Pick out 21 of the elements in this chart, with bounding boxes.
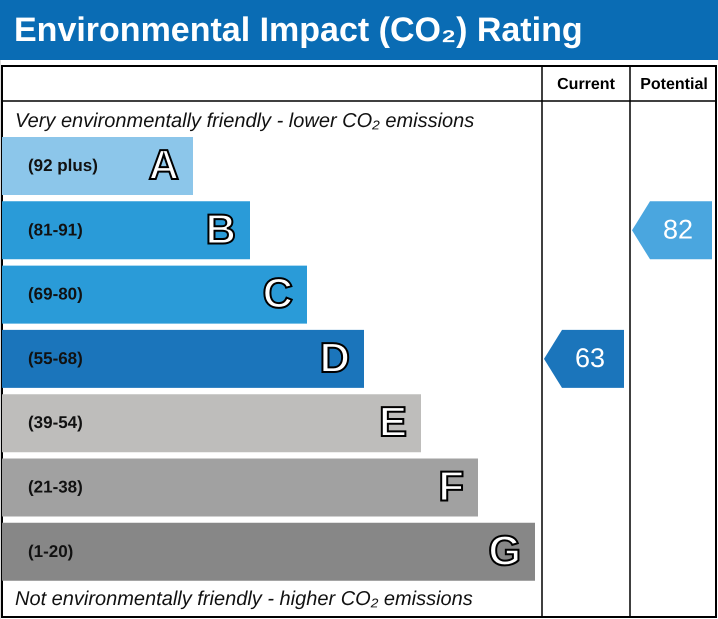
- category-label: E: [378, 398, 407, 446]
- category-label: F: [438, 462, 464, 510]
- category-label: C: [262, 270, 293, 317]
- text: (69-80): [28, 284, 83, 304]
- category-label: A: [148, 141, 179, 188]
- text: Not environmentally friendly - higher CO₂ emissions: [15, 588, 473, 610]
- text: Very environmentally friendly - lower CO₂ emissions: [15, 110, 474, 132]
- text: Environmental Impact (CO₂) Rating: [14, 11, 583, 49]
- category-label: G: [488, 526, 521, 574]
- category-label: D: [320, 334, 350, 381]
- text: Current: [557, 76, 616, 93]
- text: (1-20): [28, 542, 74, 561]
- data-label: 63: [574, 342, 606, 373]
- text: Potential: [640, 76, 708, 93]
- text: (21-38): [28, 478, 83, 496]
- text: (92 plus): [28, 156, 98, 175]
- category-label: B: [206, 205, 236, 252]
- text: (39-54): [28, 413, 83, 432]
- text: (55-68): [28, 348, 83, 368]
- text: (81-91): [28, 220, 83, 240]
- data-label: 82: [662, 214, 694, 244]
